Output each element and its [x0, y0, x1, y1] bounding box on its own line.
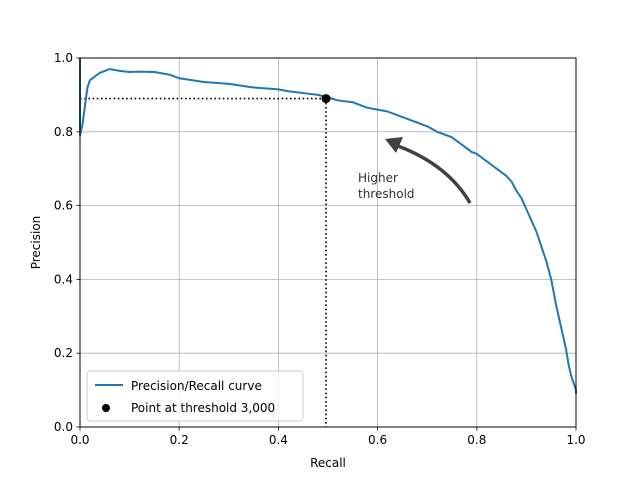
- legend: Precision/Recall curve Point at threshol…: [86, 370, 304, 422]
- y-tick-label: 0.6: [54, 199, 73, 213]
- axis-ticks: 0.0 0.2 0.4 0.6 0.8 1.0 0.0 0.2 0.4 0.6 0.8 1.0: [54, 51, 586, 447]
- annotation-arrow: [397, 144, 472, 204]
- y-tick-label: 0.0: [54, 420, 73, 434]
- threshold-annotation: Higher threshold: [358, 137, 472, 204]
- precision-recall-curve: [79, 58, 577, 394]
- x-tick-label: 0.4: [269, 433, 288, 447]
- x-tick-label: 0.0: [70, 433, 89, 447]
- y-tick-label: 1.0: [54, 51, 73, 65]
- y-axis-title: Precision: [29, 216, 43, 270]
- threshold-point-marker: [321, 94, 331, 104]
- plot-area-frame: [79, 57, 577, 428]
- x-tick-label: 0.6: [368, 433, 387, 447]
- y-tick-label: 0.4: [54, 272, 73, 286]
- x-tick-label: 0.8: [467, 433, 486, 447]
- x-tick-label: 0.2: [170, 433, 189, 447]
- legend-label-curve: Precision/Recall curve: [131, 379, 262, 393]
- series-layer: [79, 58, 577, 394]
- annotation-line-2: threshold: [358, 187, 415, 201]
- legend-point-swatch: [102, 404, 110, 412]
- annotation-arrowhead: [385, 137, 403, 153]
- y-tick-label: 0.2: [54, 346, 73, 360]
- annotation-line-1: Higher: [358, 171, 398, 185]
- reference-lines: [80, 97, 327, 427]
- legend-label-point: Point at threshold 3,000: [131, 401, 275, 415]
- x-axis-title: Recall: [310, 456, 346, 470]
- x-tick-label: 1.0: [566, 433, 585, 447]
- y-tick-label: 0.8: [54, 125, 73, 139]
- legend-box: [86, 370, 304, 422]
